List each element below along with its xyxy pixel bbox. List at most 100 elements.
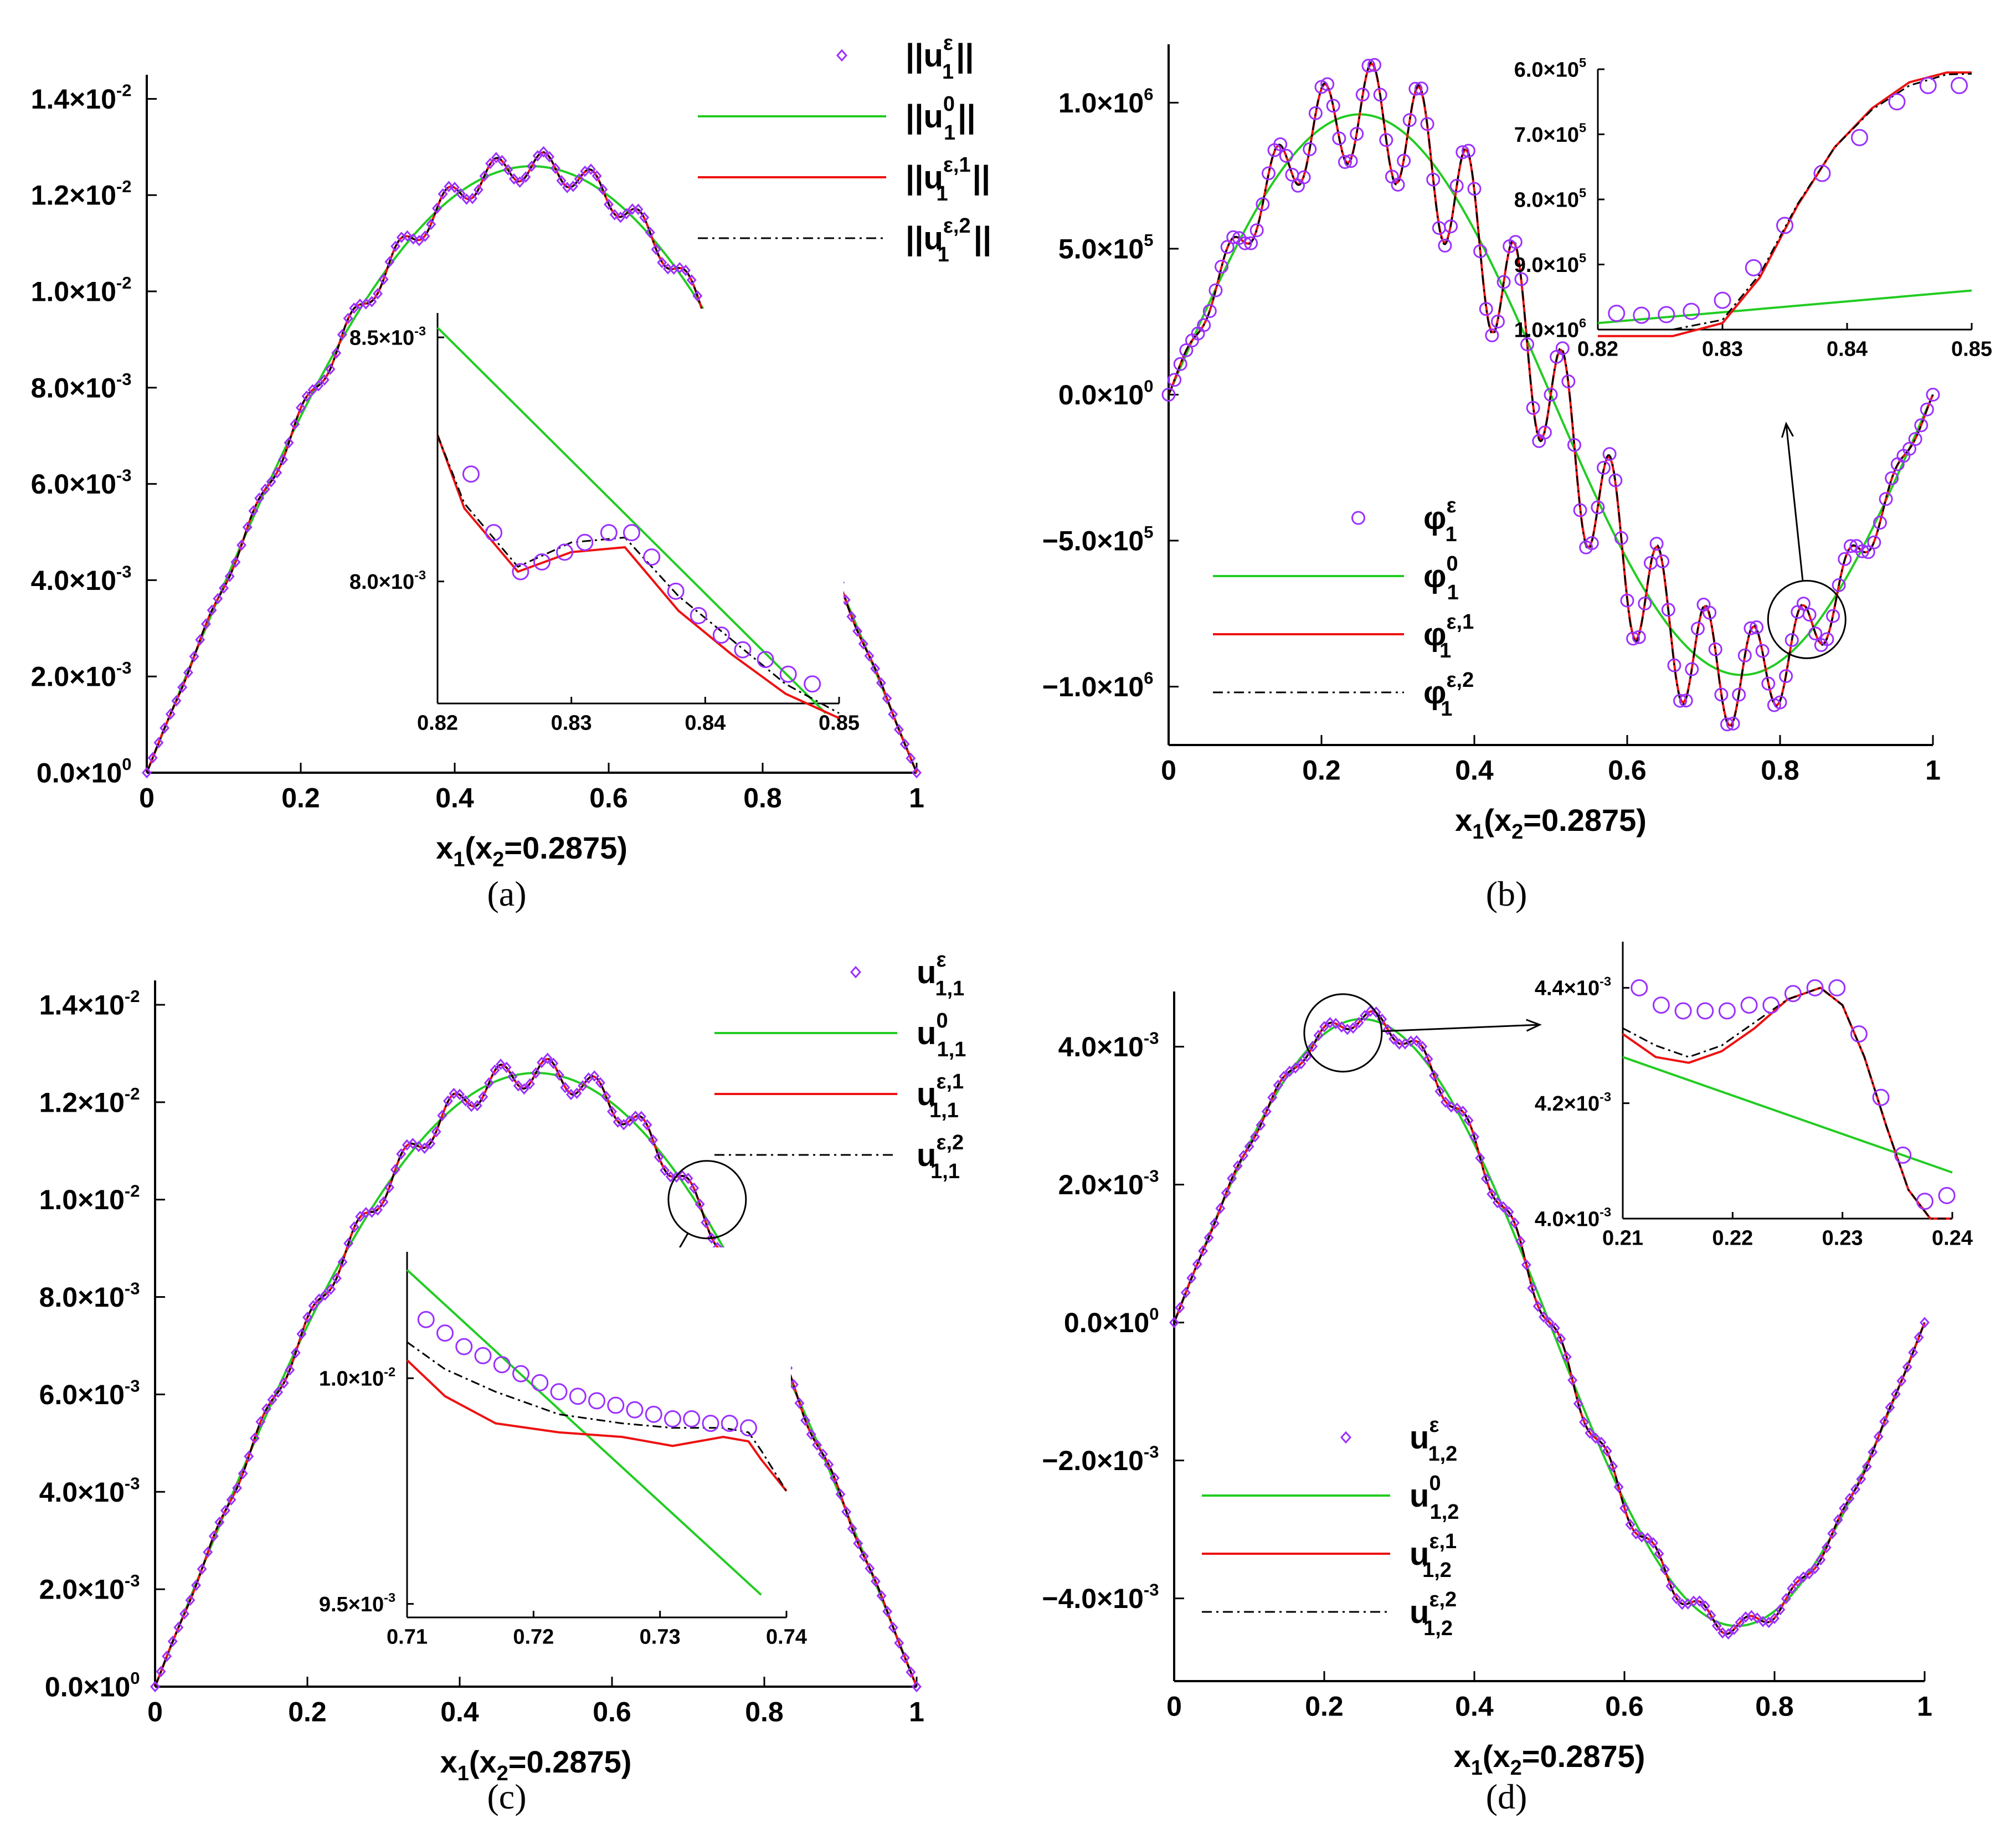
eps-point-d	[1521, 1259, 1531, 1271]
eps-point-d	[1313, 1029, 1324, 1041]
eps-point-d	[1873, 1431, 1884, 1443]
panel-d-plot: 0 0.2 0.4 0.6 0.8 1 −4.0×10-3 −2.0×10-3 0.0×100 2…	[1042, 937, 1973, 1780]
eps-point-b	[1173, 357, 1187, 371]
main-b-y-tick-label: −1.0×106	[1042, 669, 1154, 703]
eps-point-b	[1773, 695, 1787, 710]
eps-point-d	[1890, 1388, 1901, 1400]
eps-point-a	[556, 174, 567, 187]
eps-point-a	[508, 173, 519, 185]
eps-point-a	[473, 184, 484, 196]
main-d-x-tick-label: 0.4	[1455, 1691, 1494, 1722]
main-a-y-tick-label: 1.0×10-2	[31, 273, 132, 307]
eps-point-a	[882, 692, 892, 705]
eps-point-a	[858, 638, 868, 650]
eps-point-b	[1755, 644, 1770, 658]
eps-point-a	[177, 681, 188, 693]
eps-point-b	[1714, 687, 1729, 702]
eps-point-a	[521, 171, 531, 183]
caption-c: (c)	[487, 1777, 526, 1816]
inset-eps-point-a	[779, 665, 797, 683]
eps-point-d	[1608, 1460, 1618, 1472]
eps-point-a	[485, 157, 496, 169]
eps-point-d	[1723, 1628, 1734, 1640]
inset-a-x-tick-label: 0.82	[417, 712, 458, 735]
eps-point-c	[847, 1523, 857, 1534]
eps-point-d	[1856, 1473, 1866, 1485]
eps-point-d	[1440, 1096, 1451, 1108]
x-axis-label-a: x1(x2=0.2875)	[436, 830, 628, 871]
eps-point-c	[548, 1057, 559, 1070]
eps-point-d	[1711, 1620, 1722, 1632]
inset-eps-point-b	[1951, 76, 1968, 94]
eps-point-b	[1449, 178, 1464, 193]
eps-point-d	[1642, 1532, 1653, 1544]
eps-point-c	[806, 1429, 816, 1440]
inset-eps-point-d	[1806, 979, 1824, 996]
eps-point-b	[1638, 597, 1652, 611]
eps-point-c	[870, 1575, 881, 1588]
main-b-y-tick-label: 1.0×106	[1058, 84, 1154, 119]
eps-point-c	[554, 1069, 564, 1081]
inset-eps-point-a	[462, 465, 480, 483]
inset-background-a	[433, 309, 844, 708]
eps-point-d	[1302, 1051, 1312, 1062]
eps-point-b	[1620, 593, 1634, 608]
eps-point-d	[1885, 1401, 1895, 1414]
eps-point-a	[431, 202, 442, 214]
eps-point-b	[1544, 388, 1558, 402]
inset-eps-point-d	[1850, 1025, 1868, 1043]
eps-point-d	[1868, 1446, 1878, 1458]
eps-point-b	[1279, 148, 1293, 163]
zoom-arrow-head-d	[1526, 1019, 1542, 1032]
legend-label-second-c: uε,2 1,1	[917, 1131, 964, 1183]
eps-point-b	[1367, 58, 1382, 72]
eps-point-b	[1238, 236, 1252, 250]
eps-point-b	[1585, 536, 1599, 551]
eps-point-c	[214, 1516, 225, 1528]
main-c-y-tick-label: 0.0×100	[45, 1668, 140, 1703]
eps-point-b	[1649, 537, 1664, 551]
eps-point-a	[219, 582, 229, 594]
x-axis-label-d: x1(x2=0.2875)	[1454, 1739, 1645, 1780]
eps-point-d	[1694, 1595, 1705, 1607]
inset-eps-point-a	[643, 548, 661, 566]
eps-point-d	[1359, 1010, 1370, 1021]
main-a-y-tick-label: 4.0×10-3	[31, 562, 132, 596]
eps-point-d	[1625, 1519, 1636, 1530]
inset-eps-point-c	[645, 1405, 662, 1423]
eps-point-b	[1908, 432, 1922, 446]
eps-point-a	[147, 752, 158, 764]
eps-point-b	[1537, 425, 1552, 440]
eps-point-a	[651, 243, 661, 255]
main-a-y-tick-label: 2.0×10-3	[31, 658, 132, 692]
eps-point-d	[1746, 1610, 1757, 1622]
eps-point-a	[254, 492, 265, 504]
eps-point-a	[852, 625, 863, 637]
eps-point-d	[1509, 1217, 1520, 1229]
inset-eps-point-c	[569, 1388, 587, 1405]
inset-b-y-tick-label: 9.0×105	[1514, 251, 1586, 277]
inset-eps-point-a	[556, 543, 574, 561]
legend-label-second-a: ||uε,2 1 ||	[906, 214, 991, 266]
eps-point-d	[1215, 1203, 1226, 1214]
eps-point-a	[408, 233, 419, 245]
eps-point-c	[396, 1148, 407, 1160]
inset-eps-point-c	[550, 1383, 568, 1401]
eps-point-b	[1526, 400, 1540, 415]
main-b-x-tick-label: 0.4	[1455, 755, 1494, 786]
eps-point-b	[1626, 631, 1640, 646]
eps-point-d	[1475, 1152, 1485, 1164]
eps-point-c	[431, 1126, 441, 1138]
inset-eps-point-c	[474, 1347, 492, 1364]
eps-point-d	[1729, 1624, 1740, 1635]
eps-point-d	[1585, 1427, 1595, 1439]
eps-point-b	[1461, 143, 1475, 158]
eps-point-a	[515, 176, 525, 188]
eps-point-d	[1648, 1537, 1659, 1549]
eps-point-b	[1479, 302, 1493, 316]
inset-eps-point-a	[804, 675, 821, 693]
eps-point-b	[1750, 620, 1764, 634]
inset-d-x-tick-label: 0.23	[1822, 1227, 1863, 1250]
eps-point-a	[604, 198, 614, 210]
